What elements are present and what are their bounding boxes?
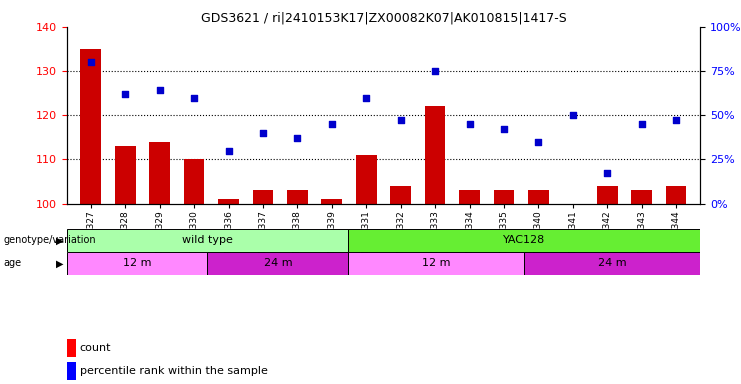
- Bar: [391, 186, 411, 204]
- Text: wild type: wild type: [182, 235, 233, 245]
- Point: [119, 91, 131, 97]
- Bar: [525, 252, 700, 275]
- Bar: [81, 49, 101, 204]
- Point: [188, 94, 200, 101]
- Point: [326, 121, 338, 127]
- Point: [153, 88, 165, 94]
- Point: [636, 121, 648, 127]
- Point: [429, 68, 441, 74]
- Text: count: count: [80, 343, 111, 353]
- Bar: [253, 190, 273, 204]
- Bar: [348, 252, 525, 275]
- Point: [464, 121, 476, 127]
- Point: [395, 118, 407, 124]
- Point: [85, 59, 97, 65]
- Bar: [115, 146, 136, 204]
- Bar: [528, 190, 549, 204]
- Point: [567, 112, 579, 118]
- Text: ▶: ▶: [56, 258, 63, 268]
- Point: [291, 135, 303, 141]
- Bar: [287, 190, 308, 204]
- Bar: [348, 229, 700, 252]
- Point: [670, 118, 682, 124]
- Bar: [459, 190, 480, 204]
- Bar: [184, 159, 205, 204]
- Bar: [218, 199, 239, 204]
- Title: GDS3621 / ri|2410153K17|ZX00082K07|AK010815|1417-S: GDS3621 / ri|2410153K17|ZX00082K07|AK010…: [201, 11, 566, 24]
- Bar: [356, 155, 376, 204]
- Point: [360, 94, 372, 101]
- Point: [533, 139, 545, 145]
- Text: age: age: [4, 258, 21, 268]
- Bar: [150, 142, 170, 204]
- Bar: [425, 106, 445, 204]
- Text: 12 m: 12 m: [123, 258, 151, 268]
- Bar: [67, 339, 76, 357]
- Point: [222, 147, 234, 154]
- Bar: [67, 229, 348, 252]
- Bar: [207, 252, 348, 275]
- Bar: [67, 362, 76, 380]
- Bar: [631, 190, 652, 204]
- Bar: [597, 186, 617, 204]
- Bar: [666, 186, 686, 204]
- Point: [498, 126, 510, 132]
- Text: 24 m: 24 m: [264, 258, 292, 268]
- Bar: [67, 252, 207, 275]
- Text: percentile rank within the sample: percentile rank within the sample: [80, 366, 268, 376]
- Text: 24 m: 24 m: [598, 258, 627, 268]
- Text: 12 m: 12 m: [422, 258, 451, 268]
- Bar: [494, 190, 514, 204]
- Point: [257, 130, 269, 136]
- Text: YAC128: YAC128: [503, 235, 545, 245]
- Point: [602, 170, 614, 177]
- Text: genotype/variation: genotype/variation: [4, 235, 96, 245]
- Text: ▶: ▶: [56, 235, 63, 245]
- Bar: [322, 199, 342, 204]
